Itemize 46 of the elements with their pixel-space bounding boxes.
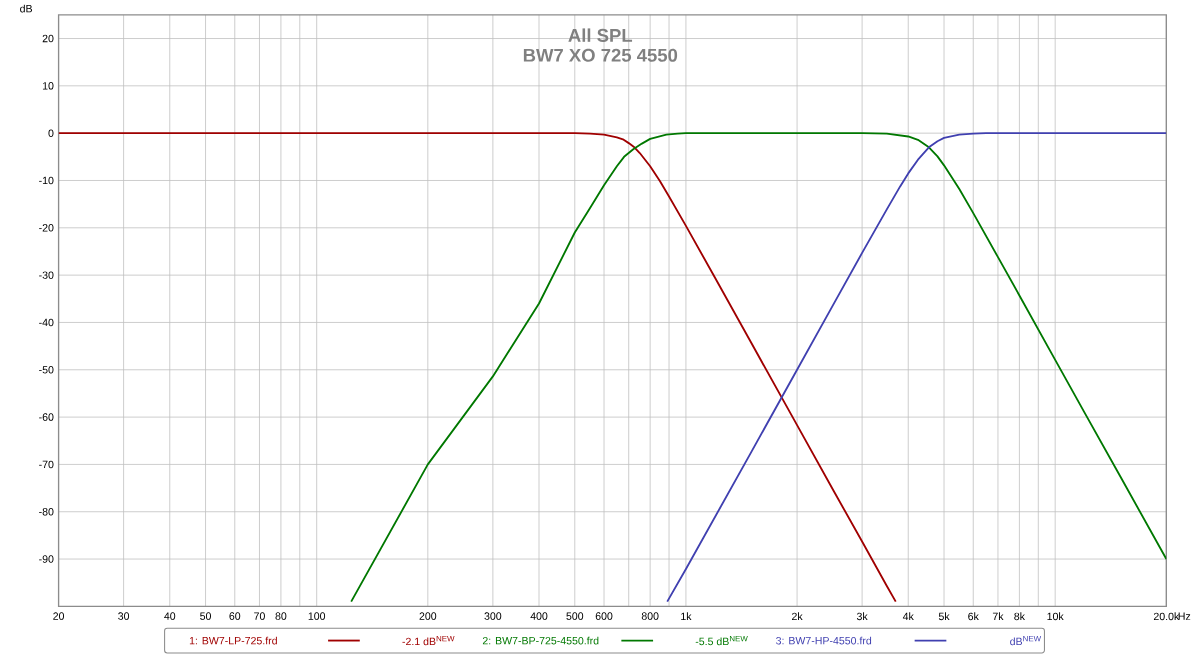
y-tick-label: 0 xyxy=(48,129,54,137)
x-tick-label: 7k xyxy=(992,612,1004,621)
x-tick-label: 4k xyxy=(902,612,914,621)
y-tick-label: 10 xyxy=(42,82,54,90)
x-axis-title: Hz xyxy=(1178,612,1191,620)
x-tick-label: 30 xyxy=(118,612,130,620)
y-tick-label: -80 xyxy=(39,508,54,516)
legend-label: 2: BW7-BP-725-4550.frd xyxy=(482,636,599,645)
x-tick-label: 50 xyxy=(200,612,212,620)
x-tick-label: 70 xyxy=(254,612,265,620)
y-tick-label: -20 xyxy=(39,224,54,232)
x-tick-label: 8k xyxy=(1014,612,1025,621)
text: -2.1 dB$^{NEW}$ xyxy=(402,635,455,646)
x-tick-label: 300 xyxy=(484,612,502,620)
text: 1: BW7-LP-725.frd xyxy=(189,636,277,645)
y-axis-title: dB xyxy=(20,4,33,13)
x-tick-label: 3k xyxy=(856,612,868,621)
x-tick-label: 60 xyxy=(229,612,241,620)
text: All SPL xyxy=(568,28,633,43)
y-tick-label: -90 xyxy=(39,555,54,563)
x-tick-label: 200 xyxy=(419,612,437,620)
y-tick-label: -60 xyxy=(39,413,54,421)
y-tick-label: -50 xyxy=(39,366,54,374)
text: -5.5 dB$^{NEW}$ xyxy=(695,635,748,646)
x-tick-label: 400 xyxy=(530,612,548,620)
y-tick-label: -40 xyxy=(39,318,54,327)
y-tick-label: -10 xyxy=(39,176,54,185)
x-tick-label: 6k xyxy=(968,612,979,621)
y-tick-label: -70 xyxy=(39,460,54,469)
text: 3: BW7-HP-4550.frd xyxy=(776,636,872,645)
x-tick-label: 20 xyxy=(53,612,65,620)
text: dB$^{NEW}$ xyxy=(1010,635,1042,646)
x-tick-label: 800 xyxy=(641,612,659,620)
y-tick-label: -30 xyxy=(39,271,54,279)
y-tick-label: 20 xyxy=(42,34,54,43)
x-tick-label: 20.0k xyxy=(1153,612,1180,621)
x-tick-label: 80 xyxy=(275,612,287,620)
x-tick-label: 100 xyxy=(308,612,326,620)
x-tick-label: 10k xyxy=(1047,612,1064,621)
x-tick-label: 40 xyxy=(164,612,176,620)
text: BW7 XO 725 4550 xyxy=(523,48,678,62)
x-tick-label: 600 xyxy=(595,612,613,620)
x-tick-label: 2k xyxy=(792,612,803,621)
x-tick-label: 500 xyxy=(566,612,584,620)
x-tick-label: 1k xyxy=(681,612,692,621)
x-tick-label: 5k xyxy=(938,612,950,621)
